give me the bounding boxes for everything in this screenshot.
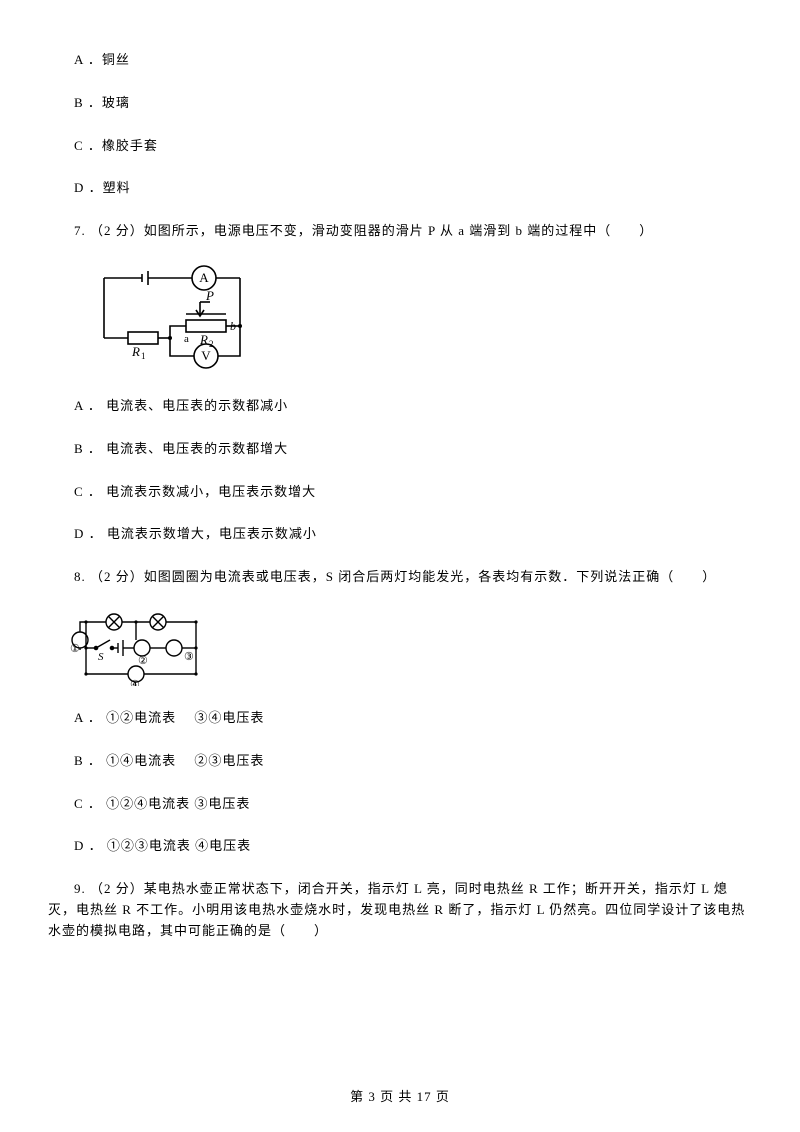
- b-label: b: [230, 319, 236, 333]
- meter4-label: ④: [130, 679, 140, 686]
- q8-circuit-diagram: ① ② ③ ④ S: [68, 610, 752, 686]
- r2-label: R: [199, 332, 208, 347]
- switch-label: S: [98, 651, 104, 663]
- q8-opt-d: D ． ①②③电流表 ④电压表: [48, 836, 752, 857]
- meter3-label: ③: [184, 651, 194, 663]
- q9-stem: 9. （2 分）某电热水壶正常状态下，闭合开关，指示灯 L 亮，同时电热丝 R …: [48, 879, 752, 941]
- q7-opt-b: B ． 电流表、电压表的示数都增大: [48, 439, 752, 460]
- q8-opt-a: A ． ①②电流表 ③④电压表: [48, 708, 752, 729]
- q7-stem: 7. （2 分）如图所示，电源电压不变，滑动变阻器的滑片 P 从 a 端滑到 b…: [48, 221, 752, 242]
- a-label: a: [184, 333, 189, 345]
- q7-opt-a: A ． 电流表、电压表的示数都减小: [48, 396, 752, 417]
- r2-sub: 2: [209, 339, 214, 349]
- opt-b: B ．玻璃: [48, 93, 752, 114]
- q7-opt-d: D ． 电流表示数增大，电压表示数减小: [48, 524, 752, 545]
- p-label: P: [205, 288, 214, 303]
- r1-label: R: [131, 344, 140, 359]
- r1-sub: 1: [141, 351, 146, 361]
- q8-opt-b: B ． ①④电流表 ②③电压表: [48, 751, 752, 772]
- q7-circuit-diagram: A V P a b R 1 R 2: [84, 264, 752, 374]
- q7-opt-c: C ． 电流表示数减小，电压表示数增大: [48, 482, 752, 503]
- opt-d: D ．塑料: [48, 178, 752, 199]
- q8-stem: 8. （2 分）如图圆圈为电流表或电压表，S 闭合后两灯均能发光，各表均有示数．…: [48, 567, 752, 588]
- ammeter-label: A: [199, 270, 209, 285]
- opt-c: C ．橡胶手套: [48, 136, 752, 157]
- meter2-label: ②: [138, 655, 148, 667]
- opt-a: A ．铜丝: [48, 50, 752, 71]
- voltmeter-label: V: [201, 348, 211, 363]
- page-footer: 第 3 页 共 17 页: [0, 1087, 800, 1108]
- meter1-label: ①: [70, 643, 80, 655]
- q8-opt-c: C ． ①②④电流表 ③电压表: [48, 794, 752, 815]
